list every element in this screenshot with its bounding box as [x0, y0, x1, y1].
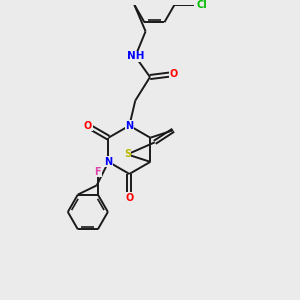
Text: O: O — [169, 69, 178, 79]
Text: F: F — [94, 167, 101, 177]
Text: S: S — [124, 149, 131, 159]
Text: O: O — [84, 121, 92, 131]
Text: NH: NH — [127, 51, 144, 62]
Text: O: O — [125, 193, 134, 202]
Text: N: N — [104, 157, 112, 167]
Text: N: N — [125, 121, 134, 130]
Text: Cl: Cl — [196, 0, 207, 10]
